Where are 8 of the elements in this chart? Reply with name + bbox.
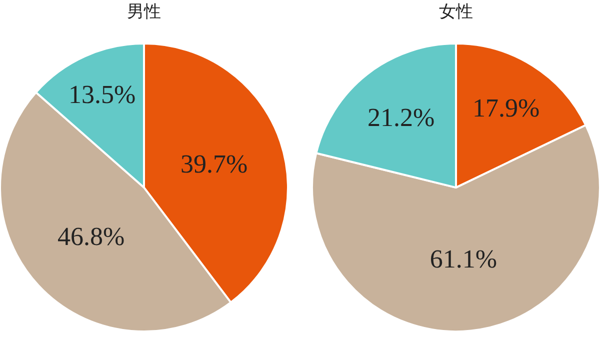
data-label: 17.9% bbox=[472, 93, 540, 122]
chart-title: 女性 bbox=[439, 2, 473, 22]
data-label: 61.1% bbox=[430, 244, 498, 274]
data-label: 13.5% bbox=[68, 80, 136, 110]
data-label: 46.8% bbox=[57, 222, 125, 252]
chart-title: 男性 bbox=[127, 2, 161, 22]
data-label: 21.2% bbox=[367, 102, 435, 132]
data-label: 39.7% bbox=[180, 150, 248, 179]
